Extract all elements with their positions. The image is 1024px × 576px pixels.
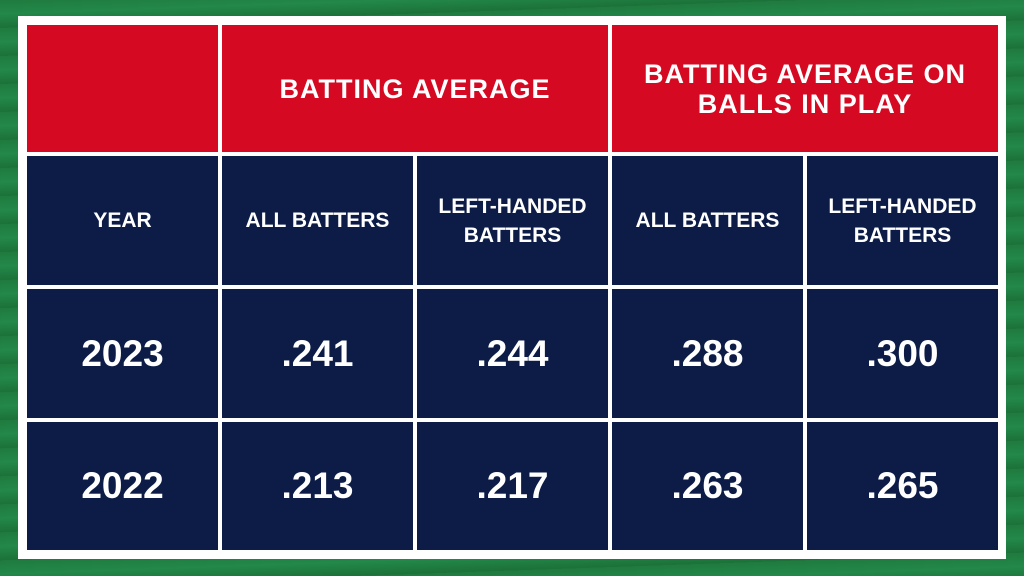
column-header: LEFT-HANDED BATTERS xyxy=(807,156,998,285)
column-header: YEAR xyxy=(27,156,218,285)
value-cell: .300 xyxy=(807,289,998,418)
value-cell: .265 xyxy=(807,422,998,550)
value-cell: .263 xyxy=(612,422,803,550)
year-cell: 2022 xyxy=(27,422,218,550)
year-cell: 2023 xyxy=(27,289,218,418)
value-cell: .288 xyxy=(612,289,803,418)
group-header: BATTING AVERAGE ON BALLS IN PLAY xyxy=(612,25,998,152)
value-cell: .241 xyxy=(222,289,413,418)
value-cell: .213 xyxy=(222,422,413,550)
corner-cell xyxy=(27,25,218,152)
column-header: ALL BATTERS xyxy=(612,156,803,285)
value-cell: .217 xyxy=(417,422,608,550)
value-cell: .244 xyxy=(417,289,608,418)
column-header: ALL BATTERS xyxy=(222,156,413,285)
group-header: BATTING AVERAGE xyxy=(222,25,608,152)
column-header: LEFT-HANDED BATTERS xyxy=(417,156,608,285)
